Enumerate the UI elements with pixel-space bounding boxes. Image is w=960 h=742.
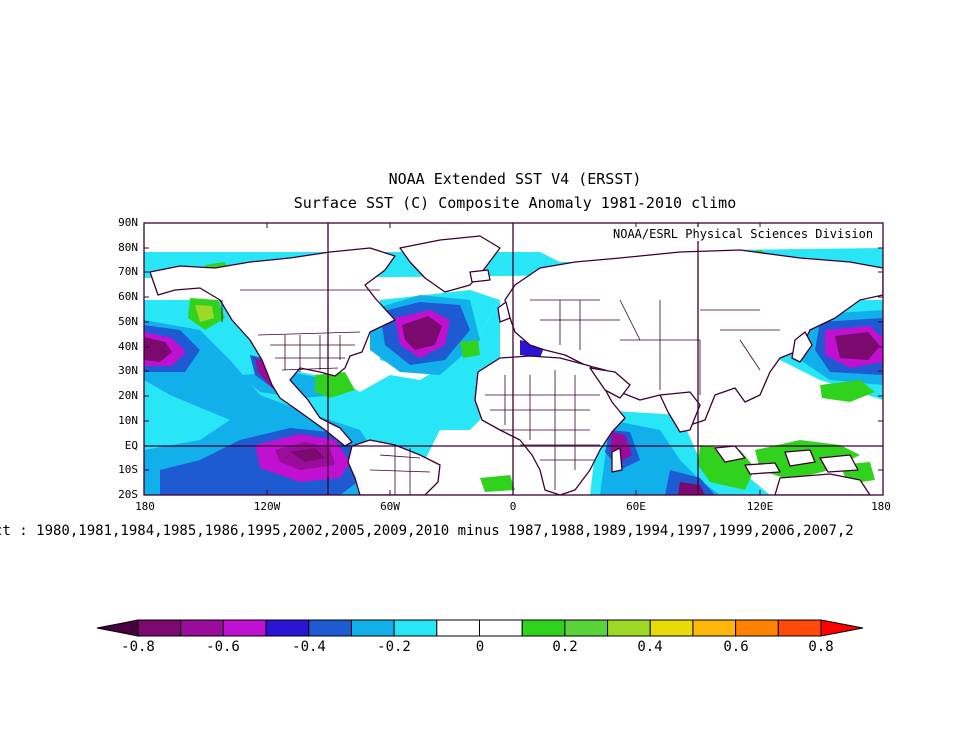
anomaly-region <box>820 380 875 402</box>
anomaly-region <box>665 470 715 495</box>
lon-label: 180 <box>871 500 891 513</box>
colorbar-cell <box>393 619 438 637</box>
colorbar-cell <box>350 619 395 637</box>
iceland <box>469 269 491 283</box>
anomaly-region <box>835 332 880 360</box>
anomaly-region <box>460 340 480 358</box>
colorbar-label: 0.2 <box>552 639 578 655</box>
colorbar-cell <box>137 619 182 637</box>
eurasia <box>504 249 883 426</box>
anomaly-region <box>290 448 325 462</box>
indonesia <box>714 445 859 475</box>
lat-label: 70N <box>118 265 138 278</box>
anomaly-region <box>195 305 214 322</box>
lon-ticks <box>143 223 884 495</box>
lat-label: 80N <box>118 241 138 254</box>
colorbar-cell <box>564 619 609 637</box>
colorbar-cell <box>692 619 737 637</box>
political-borders <box>221 289 780 495</box>
colorbar-cells <box>137 619 822 637</box>
colorbar-label: 0.6 <box>723 639 749 655</box>
anomaly-region <box>480 475 515 492</box>
lon-label: 120E <box>746 500 774 513</box>
colorbar-cell <box>308 619 352 637</box>
border-lines <box>530 299 780 395</box>
lat-label: 10S <box>118 463 138 476</box>
axis-ticks <box>143 222 884 496</box>
lon-label: 60E <box>626 500 646 513</box>
colorbar-label: -0.6 <box>206 639 240 655</box>
colorbar-high-arrow <box>820 619 864 637</box>
colorbar-cell <box>222 619 267 637</box>
lat-ticks <box>144 222 883 496</box>
border-lines <box>369 445 431 495</box>
anomaly-region <box>144 337 172 362</box>
lat-label: 10N <box>118 414 138 427</box>
japan <box>791 331 813 363</box>
colorbar-cell <box>607 619 651 637</box>
anomaly-region <box>402 316 442 350</box>
lon-label: 120W <box>253 500 281 513</box>
lat-label: 20N <box>118 389 138 402</box>
colorbar-cell <box>777 619 822 637</box>
border-lines <box>485 370 600 490</box>
colorbar-cell <box>521 619 566 637</box>
south-america <box>347 439 441 495</box>
lon-label: 180 <box>135 500 155 513</box>
colorbar-cell <box>180 619 224 637</box>
colorbar-label: 0 <box>475 639 485 655</box>
anomaly-region <box>315 372 355 398</box>
uk <box>497 301 511 323</box>
colorbar-low-arrow <box>96 619 139 637</box>
credit-label: NOAA/ESRL Physical Sciences Division <box>612 227 875 241</box>
lat-label: 50N <box>118 315 138 328</box>
madagascar <box>611 447 623 473</box>
composite-years-text: ct : 1980,1981,1984,1985,1986,1995,2002,… <box>0 523 854 539</box>
lon-label: 60W <box>380 500 400 513</box>
colorbar-cell <box>479 619 523 637</box>
colorbar-label: 0.8 <box>808 639 834 655</box>
land-masses <box>149 235 883 495</box>
colorbar-label: 0.4 <box>637 639 663 655</box>
lat-label: 20S <box>118 488 138 501</box>
lat-label: EQ <box>124 439 138 452</box>
lon-label: 0 <box>509 500 517 513</box>
colorbar-label: -0.2 <box>377 639 411 655</box>
india <box>659 391 701 433</box>
colorbar <box>96 619 864 637</box>
colorbar-label: -0.8 <box>121 639 155 655</box>
graticule <box>144 223 883 495</box>
colorbar-cell <box>436 619 480 637</box>
colorbar-cell <box>265 619 310 637</box>
australia <box>774 473 871 495</box>
lat-label: 90N <box>118 216 138 229</box>
border-lines <box>221 289 380 372</box>
lat-label: 30N <box>118 364 138 377</box>
lat-label: 60N <box>118 290 138 303</box>
colorbar-label: -0.4 <box>292 639 326 655</box>
lat-label: 40N <box>118 340 138 353</box>
map-subtitle: Surface SST (C) Composite Anomaly 1981-2… <box>293 194 737 212</box>
colorbar-cell <box>649 619 694 637</box>
colorbar-cell <box>735 619 779 637</box>
map-title: NOAA Extended SST V4 (ERSST) <box>388 170 642 188</box>
arabia <box>589 367 631 399</box>
